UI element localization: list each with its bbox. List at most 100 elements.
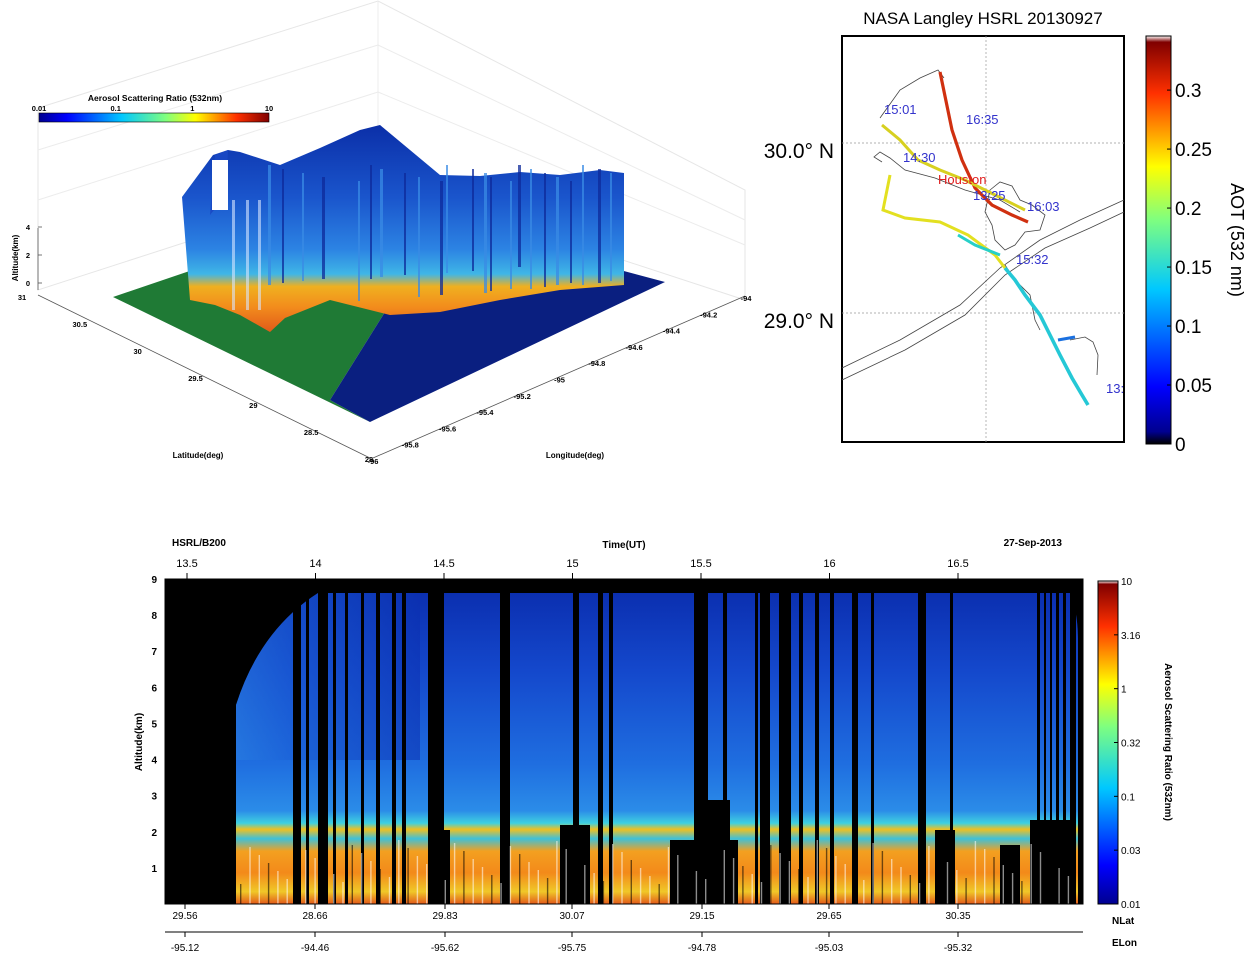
lat-tick-label: 30.07: [559, 911, 584, 922]
profile-time-tick-label: 15: [566, 558, 578, 570]
flight-time-label: 13:25: [973, 188, 1006, 203]
surface-noise: [937, 854, 939, 904]
longitude-tick-label: -95.4: [476, 408, 494, 417]
curtain-colorbar-tick: 0.1: [110, 104, 120, 113]
profile-lat-ticks: 29.56 28.66 29.83 30.07 29.15 29.65 30.35: [172, 904, 971, 922]
dropout-bar: [1050, 579, 1052, 904]
longitude-tick-label: -94.4: [663, 327, 681, 336]
profile-cb-tick-label: 0.01: [1121, 900, 1141, 911]
surface-noise: [416, 856, 419, 904]
lon-tick-label: -94.46: [301, 943, 330, 954]
surface-noise: [770, 845, 772, 904]
dropout-bar: [402, 579, 406, 904]
surface-noise: [249, 847, 251, 904]
lat-tick-label: 29.65: [816, 911, 841, 922]
curtain-colorbar-tick: 1: [190, 104, 194, 113]
latitude-tick-label: 28: [365, 455, 373, 464]
profile-y-tick-label: 1: [151, 864, 157, 875]
curtain-stripe: [530, 169, 532, 289]
dropout-bar: [573, 579, 579, 904]
dropout-bar: [815, 579, 819, 904]
dropout-bar: [428, 579, 444, 904]
track-leg-south-east: [1057, 335, 1076, 342]
longitude-axis-line: [372, 295, 746, 459]
surface-noise: [853, 872, 856, 904]
surface-noise: [984, 849, 986, 904]
dropout-bar: [333, 579, 336, 904]
surface-noise: [825, 848, 828, 904]
flight-time-label: 15:01: [884, 102, 917, 117]
curtain-stripes: [232, 165, 612, 310]
surface-noise: [500, 883, 502, 904]
surface-noise: [993, 857, 995, 904]
dropout-bar: [500, 579, 510, 904]
curtain-colorbar: [38, 112, 270, 123]
curtain-stripe: [358, 181, 360, 301]
dropout-bar: [1056, 579, 1059, 904]
surface-noise: [407, 848, 409, 904]
profile-y-tick-label: 7: [151, 647, 157, 658]
surface-noise: [267, 863, 270, 904]
surface-noise: [621, 852, 623, 904]
dropout-bar: [376, 579, 380, 904]
aot-tick-label: 0.05: [1175, 376, 1212, 397]
profile-cb-tick-label: 0.03: [1121, 846, 1141, 857]
z-axis-label: Altitude(km): [11, 234, 20, 281]
surface-noise: [1039, 852, 1042, 904]
back-grid-lines: [37, 1, 746, 246]
surface-noise: [333, 874, 335, 904]
surface-noise: [649, 876, 651, 904]
latitude-tick-label: 29: [249, 401, 257, 410]
track-leg-loop: [881, 174, 1007, 269]
curtain-stripe: [232, 200, 235, 310]
surface-noise: [807, 877, 809, 904]
surface-noise: [360, 853, 363, 904]
latitude-tick-label: 30.5: [73, 320, 88, 329]
surface-noise: [491, 875, 493, 904]
profile-time-tick-label: 15.5: [690, 558, 711, 570]
profile-title-center: Time(UT): [602, 540, 645, 551]
dropout-block: [430, 830, 450, 904]
curtain-stripe: [446, 165, 448, 273]
surface-noise: [946, 862, 949, 904]
curtain-stripe: [556, 177, 559, 285]
profile-time-ticks: 13.5 14 14.5 15 15.5 16 16.5: [176, 558, 969, 579]
surface-noise: [314, 858, 316, 904]
track-leg-west: [881, 123, 1026, 212]
aot-colorbar-label: AOT (532 nm): [1227, 183, 1244, 297]
surface-noise: [788, 861, 791, 904]
flight-map-panel: NASA Langley HSRL 20130927 15:01 16:35 1…: [764, 9, 1244, 456]
profile-surface-noise: [240, 840, 1070, 904]
profile-cb-tick-label: 0.32: [1121, 739, 1141, 750]
curtain-stripe: [598, 169, 601, 283]
surface-noise: [556, 841, 558, 904]
dropout-bar: [950, 579, 953, 904]
longitude-axis-label: Longitude(deg): [546, 451, 605, 460]
surface-noise: [593, 873, 595, 904]
surface-noise: [751, 874, 753, 904]
aot-tick-label: 0.15: [1175, 258, 1212, 279]
surface-noise: [1067, 876, 1070, 904]
map-title: NASA Langley HSRL 20130927: [863, 9, 1102, 28]
surface-noise: [732, 858, 735, 904]
profile-lon-ticks: -95.12 -94.46 -95.62 -95.75 -94.78 -95.03 -95.…: [171, 932, 973, 954]
surface-noise: [612, 844, 614, 904]
surface-noise: [705, 879, 707, 904]
surface-noise: [900, 867, 902, 904]
longitude-tick-label: -95.8: [402, 441, 419, 450]
track-leg-north: [938, 71, 1029, 224]
surface-noise: [714, 842, 716, 904]
dropout-bar: [1037, 579, 1040, 904]
lat-tick-label: 29.15: [689, 911, 714, 922]
surface-noise: [277, 871, 279, 904]
surface-noise: [928, 846, 930, 904]
latitude-axis-ticks: 31 30.5 30 29.5 29 28.5 28: [18, 293, 373, 464]
dropout-bar: [598, 579, 603, 904]
profile-time-tick-label: 14: [309, 558, 321, 570]
profile-y-tick-label: 6: [151, 683, 157, 694]
aot-tick-label: 0.1: [1175, 317, 1201, 338]
dropout-bar: [392, 579, 396, 904]
surface-noise: [509, 846, 512, 904]
surface-noise: [388, 877, 391, 904]
